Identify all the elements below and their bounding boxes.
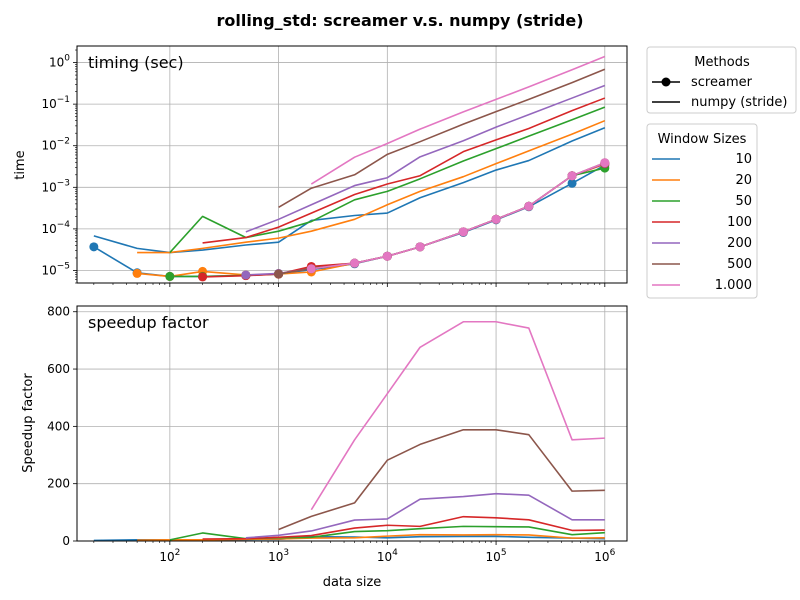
timing-series-numpystride-1000-line bbox=[310, 55, 606, 185]
window-legend-label-10: 10 bbox=[735, 152, 752, 167]
speedup-y-tick-label: 800 bbox=[47, 305, 70, 319]
timing-series-screamer-500-point bbox=[274, 269, 284, 279]
window-legend-label-200: 200 bbox=[727, 236, 752, 251]
timing-series-screamer-20-point bbox=[132, 268, 142, 278]
speedup-y-tick-label: 200 bbox=[47, 477, 70, 491]
speedup-y-tick-label: 0 bbox=[62, 534, 70, 548]
timing-series-screamer-1000-point bbox=[350, 258, 360, 268]
timing-series-screamer-1000-point bbox=[600, 158, 610, 168]
speedup-y-axis-label: Speedup factor bbox=[21, 373, 36, 473]
timing-y-axis-label: time bbox=[13, 150, 28, 179]
legend-label-screamer: screamer bbox=[691, 75, 753, 90]
x-tick-label: 103 bbox=[268, 548, 289, 564]
timing-series-screamer-1000-point bbox=[382, 251, 392, 261]
speedup-series-speedup-500-line bbox=[278, 428, 605, 531]
window-legend-label-1000: 1.000 bbox=[715, 278, 752, 293]
timing-x-ticks bbox=[93, 283, 606, 287]
timing-series-markers bbox=[89, 158, 610, 282]
timing-y-tick-label: 10−2 bbox=[41, 137, 70, 153]
timing-series-screamer-1000-point bbox=[306, 264, 316, 274]
timing-series-screamer-1000-point bbox=[415, 242, 425, 252]
timing-grid bbox=[77, 46, 627, 283]
timing-y-tick-label: 10−1 bbox=[41, 95, 70, 111]
timing-series-screamer-200-point bbox=[241, 270, 251, 280]
timing-series-screamer-1000-point bbox=[567, 171, 577, 181]
timing-series-numpystride-20-line bbox=[137, 119, 606, 254]
timing-series-numpystride-100-line bbox=[202, 97, 606, 244]
timing-panel: 10−5 10−4 10−3 10−2 10−1 100 timing (sec) tim… bbox=[13, 45, 628, 287]
legend-label-numpy: numpy (stride) bbox=[691, 95, 787, 110]
methods-legend: Methods screamer numpy (stride) bbox=[646, 46, 797, 114]
timing-series-screamer-1000-point bbox=[524, 201, 534, 211]
window-legend-label-500: 500 bbox=[727, 257, 752, 272]
x-tick-label: 106 bbox=[594, 548, 615, 564]
speedup-y-tick-label: 600 bbox=[47, 362, 70, 376]
legend-marker-screamer bbox=[661, 77, 671, 87]
timing-axes-frame bbox=[76, 45, 628, 284]
speedup-series-speedup-1000-line bbox=[310, 320, 605, 511]
window-legend-label-100: 100 bbox=[727, 215, 752, 230]
timing-series-numpystride-200-line bbox=[245, 84, 606, 233]
timing-series-screamer-10-point bbox=[89, 242, 99, 252]
speedup-y-ticks: 0 200 400 600 800 bbox=[47, 305, 77, 548]
timing-series-screamer-100-point bbox=[198, 272, 208, 282]
window-sizes-legend-box bbox=[646, 123, 758, 299]
methods-legend-title: Methods bbox=[694, 55, 750, 70]
methods-legend-box bbox=[646, 46, 797, 114]
window-legend-label-20: 20 bbox=[735, 173, 752, 188]
speedup-x-ticks: 102 103 104 105 106 bbox=[93, 541, 616, 564]
timing-y-tick-label: 10−5 bbox=[41, 261, 70, 277]
timing-y-tick-label: 10−3 bbox=[41, 178, 70, 194]
window-sizes-legend: Window Sizes 10 20 50 100 200 500 1.000 bbox=[646, 123, 758, 299]
timing-series-screamer-1000-point bbox=[491, 214, 501, 224]
speedup-axes-frame bbox=[76, 305, 628, 542]
x-tick-label: 102 bbox=[159, 548, 180, 564]
x-tick-label: 104 bbox=[377, 548, 398, 564]
timing-series-screamer-1000-point bbox=[458, 227, 468, 237]
speedup-series-speedup-100-line bbox=[202, 515, 605, 540]
timing-y-ticks: 10−5 10−4 10−3 10−2 10−1 100 bbox=[41, 49, 77, 284]
figure-title: rolling_std: screamer v.s. numpy (stride… bbox=[216, 11, 583, 30]
x-axis-label: data size bbox=[323, 575, 382, 590]
timing-y-tick-label: 100 bbox=[49, 54, 70, 70]
timing-series-numpystride-500-line bbox=[278, 68, 606, 209]
timing-series-screamer-10-point bbox=[567, 178, 577, 188]
x-tick-label: 105 bbox=[486, 548, 507, 564]
speedup-panel-label: speedup factor bbox=[88, 313, 209, 332]
speedup-panel: 102 103 104 105 106 0 200 400 600 800 speedup fa… bbox=[21, 305, 628, 590]
speedup-y-tick-label: 400 bbox=[47, 419, 70, 433]
timing-y-tick-label: 10−4 bbox=[41, 220, 70, 236]
window-sizes-legend-items: 10 20 50 100 200 500 1.000 bbox=[652, 152, 752, 293]
timing-series-screamer-50-point bbox=[165, 271, 175, 281]
speedup-series-speedup-200-line bbox=[245, 492, 605, 539]
window-sizes-legend-title: Window Sizes bbox=[658, 132, 747, 147]
speedup-series-lines bbox=[93, 320, 605, 542]
speedup-series-speedup-20-line bbox=[137, 533, 605, 541]
timing-panel-label: timing (sec) bbox=[88, 53, 184, 72]
window-legend-label-50: 50 bbox=[735, 194, 752, 209]
